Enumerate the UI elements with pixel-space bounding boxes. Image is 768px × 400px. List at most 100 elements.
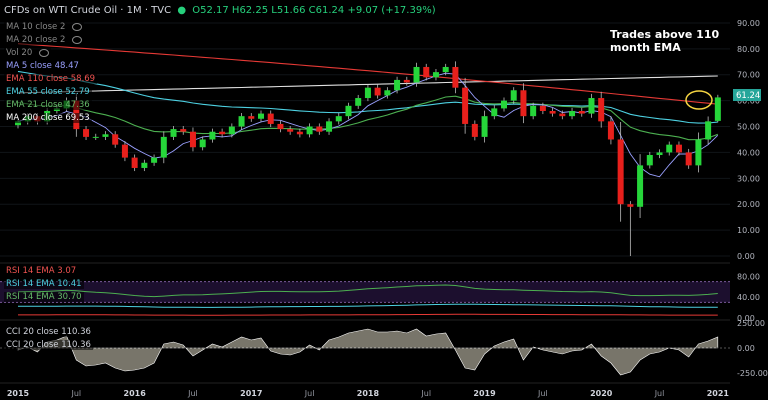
candle-body bbox=[432, 72, 439, 78]
rsi-tick-label: 80.00 bbox=[737, 272, 760, 281]
cci-panel bbox=[0, 328, 730, 376]
annotation-text: Trades above 110 month EMA bbox=[610, 28, 720, 54]
price-axis[interactable]: 90.00 80.00 70.00 60.00 50.00 40.00 30.00 20.00… bbox=[737, 19, 768, 378]
candle-body bbox=[335, 116, 342, 122]
candle-body bbox=[355, 98, 362, 106]
time-tick-label: Jul bbox=[304, 389, 315, 398]
candle-body bbox=[151, 157, 158, 163]
indicator-row-value: 69.53 bbox=[65, 113, 90, 123]
time-tick-label: Jul bbox=[537, 389, 548, 398]
candle-body bbox=[617, 139, 624, 205]
candle-body bbox=[364, 87, 371, 99]
price-tick-label: 10.00 bbox=[737, 226, 760, 235]
indicator-row[interactable]: Vol 20 bbox=[4, 48, 51, 58]
rsi-line-red bbox=[18, 313, 718, 316]
cci-legend-row[interactable]: CCI 20 close 110.36 bbox=[4, 327, 93, 337]
candle-body bbox=[112, 134, 119, 145]
svg-text:61.24: 61.24 bbox=[736, 91, 760, 101]
time-tick-label: 2018 bbox=[357, 389, 380, 398]
rsi-panel bbox=[0, 281, 730, 316]
ohlc-high: H62.25 bbox=[231, 5, 269, 16]
time-tick-label: Jul bbox=[654, 389, 665, 398]
candle-body bbox=[491, 108, 498, 117]
candle-body bbox=[452, 66, 459, 88]
rsi-legend-row[interactable]: RSI 14 EMA 30.70 bbox=[4, 292, 84, 302]
cci-tick-label: 250.00 bbox=[737, 319, 765, 328]
candle-body bbox=[160, 136, 167, 158]
price-tick-label: 80.00 bbox=[737, 45, 760, 54]
candle-body bbox=[666, 144, 673, 153]
indicator-row-label: Vol 20 bbox=[6, 48, 35, 58]
candle-body bbox=[569, 110, 576, 117]
price-tick-label: 20.00 bbox=[737, 200, 760, 209]
eye-icon[interactable] bbox=[38, 48, 49, 57]
price-tick-label: 50.00 bbox=[737, 123, 760, 132]
rsi-band bbox=[0, 281, 730, 303]
time-tick-label: 2019 bbox=[473, 389, 496, 398]
candle-body bbox=[520, 90, 527, 117]
indicator-row[interactable]: EMA 55 close 52.79 bbox=[4, 87, 92, 97]
indicator-row[interactable]: EMA 110 close 58.69 bbox=[4, 74, 98, 84]
rsi-legend-row[interactable]: RSI 14 EMA 3.07 bbox=[4, 266, 79, 276]
candle-body bbox=[394, 79, 401, 91]
time-tick-label: 2015 bbox=[7, 389, 30, 398]
candle-body bbox=[287, 129, 294, 132]
live-dot: ● bbox=[177, 5, 187, 16]
candle-body bbox=[384, 90, 391, 96]
candle-body bbox=[675, 144, 682, 153]
symbol-title[interactable]: CFDs on WTI Crude Oil · 1M · TVC bbox=[4, 5, 172, 16]
cci-legend-row[interactable]: CCI 20 close 110.36 bbox=[4, 340, 93, 350]
highlight-circle bbox=[685, 90, 713, 110]
price-tick-label: 0.00 bbox=[737, 252, 755, 261]
eye-icon[interactable] bbox=[72, 22, 83, 31]
candle-body bbox=[549, 110, 556, 114]
candle-body bbox=[83, 129, 90, 137]
candle-body bbox=[189, 131, 196, 148]
indicator-row[interactable]: MA 20 close 2 bbox=[4, 35, 85, 45]
time-axis[interactable]: 2015 Jul 2016 Jul 2017 Jul 2018 Jul 2019 Jul 2020 J… bbox=[7, 389, 730, 398]
candle-body bbox=[277, 123, 284, 130]
candle-body bbox=[442, 66, 449, 73]
candle-body bbox=[326, 121, 333, 132]
candle-body bbox=[15, 121, 21, 126]
candle-body bbox=[695, 139, 702, 166]
cci-legend-row-label: CCI 20 close bbox=[6, 340, 62, 350]
ma200-path bbox=[17, 75, 718, 94]
indicator-row[interactable]: MA 200 close 69.53 bbox=[4, 113, 92, 123]
candle-body bbox=[219, 131, 226, 135]
candle-body bbox=[705, 121, 712, 140]
indicator-row[interactable]: MA 10 close 2 bbox=[4, 22, 85, 32]
rsi-legend-row[interactable]: RSI 14 EMA 10.41 bbox=[4, 279, 84, 289]
candle-body bbox=[530, 105, 537, 117]
candle-body bbox=[403, 79, 410, 83]
rsi-legend-row-label: RSI 14 EMA bbox=[6, 279, 58, 289]
candle-body bbox=[267, 113, 274, 124]
candle-body bbox=[627, 204, 634, 207]
ma200-line bbox=[17, 75, 718, 94]
cci-legend-row-value: 110.36 bbox=[61, 340, 91, 350]
indicator-row[interactable]: EMA 21 close 47.36 bbox=[4, 100, 92, 110]
cci-area bbox=[17, 328, 719, 376]
rsi-legend-row-value: 3.07 bbox=[57, 266, 77, 276]
candle-body bbox=[510, 90, 517, 101]
cci-legend-row-label: CCI 20 close bbox=[6, 327, 62, 337]
eye-icon[interactable] bbox=[72, 35, 83, 44]
indicator-row-label: EMA 55 close bbox=[6, 87, 66, 97]
rsi-legend-row-value: 30.70 bbox=[57, 292, 82, 302]
indicator-row-label: MA 10 close 2 bbox=[6, 22, 69, 32]
indicator-row-label: EMA 21 close bbox=[6, 100, 66, 110]
time-tick-label: 2016 bbox=[124, 389, 147, 398]
candle-body bbox=[209, 131, 216, 140]
candle-body bbox=[598, 98, 605, 122]
rsi-line-green bbox=[17, 284, 718, 298]
candle-body bbox=[685, 152, 692, 166]
candle-body bbox=[131, 157, 138, 168]
price-tag: 61.24 bbox=[733, 89, 761, 101]
indicator-row[interactable]: MA 5 close 48.47 bbox=[4, 61, 81, 71]
candle-body bbox=[374, 87, 381, 96]
time-tick-label: 2017 bbox=[240, 389, 262, 398]
candle-body bbox=[578, 110, 585, 114]
candle-body bbox=[92, 136, 99, 138]
cci-tick-label: -250.00 bbox=[737, 369, 768, 378]
candle-body bbox=[539, 105, 546, 111]
